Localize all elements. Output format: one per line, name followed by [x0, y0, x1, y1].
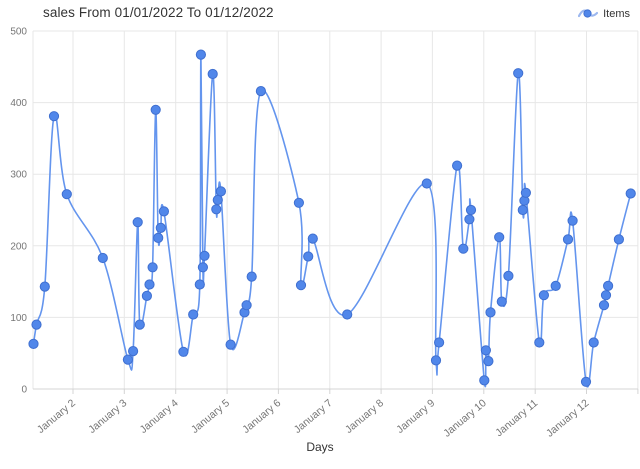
data-point[interactable]	[538, 290, 550, 301]
data-point[interactable]	[485, 307, 496, 318]
data-point[interactable]	[480, 345, 491, 356]
data-point[interactable]	[513, 68, 524, 79]
data-point[interactable]	[464, 214, 475, 225]
data-point[interactable]	[155, 222, 166, 233]
data-point[interactable]	[479, 375, 490, 386]
x-tick-label: January 9	[394, 397, 437, 436]
data-point[interactable]	[31, 319, 42, 330]
y-tick-label: 0	[21, 385, 27, 396]
data-point[interactable]	[567, 215, 578, 226]
data-point[interactable]	[158, 206, 169, 217]
data-point[interactable]	[188, 309, 199, 320]
data-point[interactable]	[215, 186, 226, 197]
data-point[interactable]	[199, 250, 210, 261]
data-point[interactable]	[134, 319, 145, 330]
x-gridlines	[32, 31, 639, 389]
x-tick-label: January 4	[138, 397, 181, 436]
y-tick-label: 200	[10, 241, 27, 252]
data-point[interactable]	[153, 232, 164, 243]
data-point[interactable]	[483, 356, 494, 367]
data-point[interactable]	[494, 232, 505, 243]
data-point[interactable]	[147, 262, 158, 273]
data-point[interactable]	[430, 355, 442, 366]
data-point[interactable]	[141, 290, 152, 301]
data-point[interactable]	[225, 339, 236, 350]
legend-item-items[interactable]: Items	[578, 7, 630, 21]
data-point[interactable]	[122, 354, 134, 365]
data-point[interactable]	[603, 280, 614, 291]
x-tick-label: January 2	[35, 397, 78, 436]
data-point[interactable]	[458, 243, 469, 254]
data-point[interactable]	[39, 281, 50, 292]
x-tick-label: January 11	[493, 397, 540, 439]
data-point[interactable]	[588, 337, 599, 348]
data-point[interactable]	[293, 197, 304, 208]
data-point[interactable]	[150, 104, 161, 115]
data-point[interactable]	[207, 68, 218, 80]
data-point[interactable]	[195, 49, 206, 60]
data-point[interactable]	[598, 300, 610, 311]
data-point[interactable]	[580, 376, 592, 387]
data-point[interactable]	[452, 160, 463, 171]
data-point[interactable]	[550, 280, 561, 291]
data-point[interactable]	[520, 187, 532, 198]
x-tick-labels: January 2 January 3 January 4 January 5 Janu…	[35, 397, 592, 440]
y-tick-label: 300	[10, 170, 27, 181]
data-point[interactable]	[246, 271, 257, 282]
data-point[interactable]	[132, 217, 143, 228]
data-point[interactable]	[97, 252, 108, 264]
x-tick-label: January 8	[343, 397, 386, 436]
data-point[interactable]	[178, 346, 189, 357]
y-tick-label: 400	[10, 98, 27, 109]
data-point[interactable]	[600, 290, 612, 301]
data-point[interactable]	[61, 189, 72, 200]
data-point[interactable]	[295, 280, 307, 291]
data-point[interactable]	[212, 194, 223, 206]
legend-label: Items	[603, 8, 630, 20]
data-point[interactable]	[241, 300, 252, 311]
data-point[interactable]	[197, 262, 208, 273]
series-line	[33, 53, 632, 388]
data-point[interactable]	[28, 338, 39, 349]
y-tick-label: 100	[10, 313, 27, 324]
data-point[interactable]	[503, 270, 514, 281]
data-point[interactable]	[496, 296, 507, 307]
data-point[interactable]	[128, 346, 139, 357]
data-point[interactable]	[562, 234, 574, 245]
data-points	[28, 49, 636, 387]
x-tick-label: January 10	[441, 397, 489, 440]
x-axis	[33, 388, 639, 394]
line-series-icon	[578, 9, 599, 18]
x-tick-label: January 7	[292, 397, 335, 436]
data-point[interactable]	[465, 204, 477, 216]
data-point[interactable]	[517, 204, 528, 216]
data-point[interactable]	[48, 111, 60, 122]
series-items	[33, 53, 632, 388]
data-point[interactable]	[144, 279, 155, 290]
data-point[interactable]	[434, 337, 445, 348]
data-point[interactable]	[255, 86, 266, 97]
x-tick-label: January 6	[240, 397, 283, 436]
data-point[interactable]	[194, 279, 205, 290]
data-point[interactable]	[534, 337, 545, 348]
data-point[interactable]	[211, 204, 222, 215]
data-point[interactable]	[307, 233, 318, 244]
data-point[interactable]	[342, 309, 353, 320]
x-tick-label: January 5	[189, 397, 232, 436]
x-tick-label: January 3	[86, 397, 129, 436]
x-axis-title: Days	[306, 440, 334, 454]
data-point[interactable]	[421, 178, 432, 189]
chart-title: sales From 01/01/2022 To 01/12/2022	[43, 5, 274, 20]
x-tick-label: January 12	[544, 397, 592, 440]
y-tick-label: 500	[10, 27, 27, 38]
data-point[interactable]	[613, 234, 625, 245]
data-point[interactable]	[303, 251, 314, 262]
y-gridlines: 0 100 200 300 400 500	[10, 27, 638, 396]
data-point[interactable]	[625, 188, 636, 199]
